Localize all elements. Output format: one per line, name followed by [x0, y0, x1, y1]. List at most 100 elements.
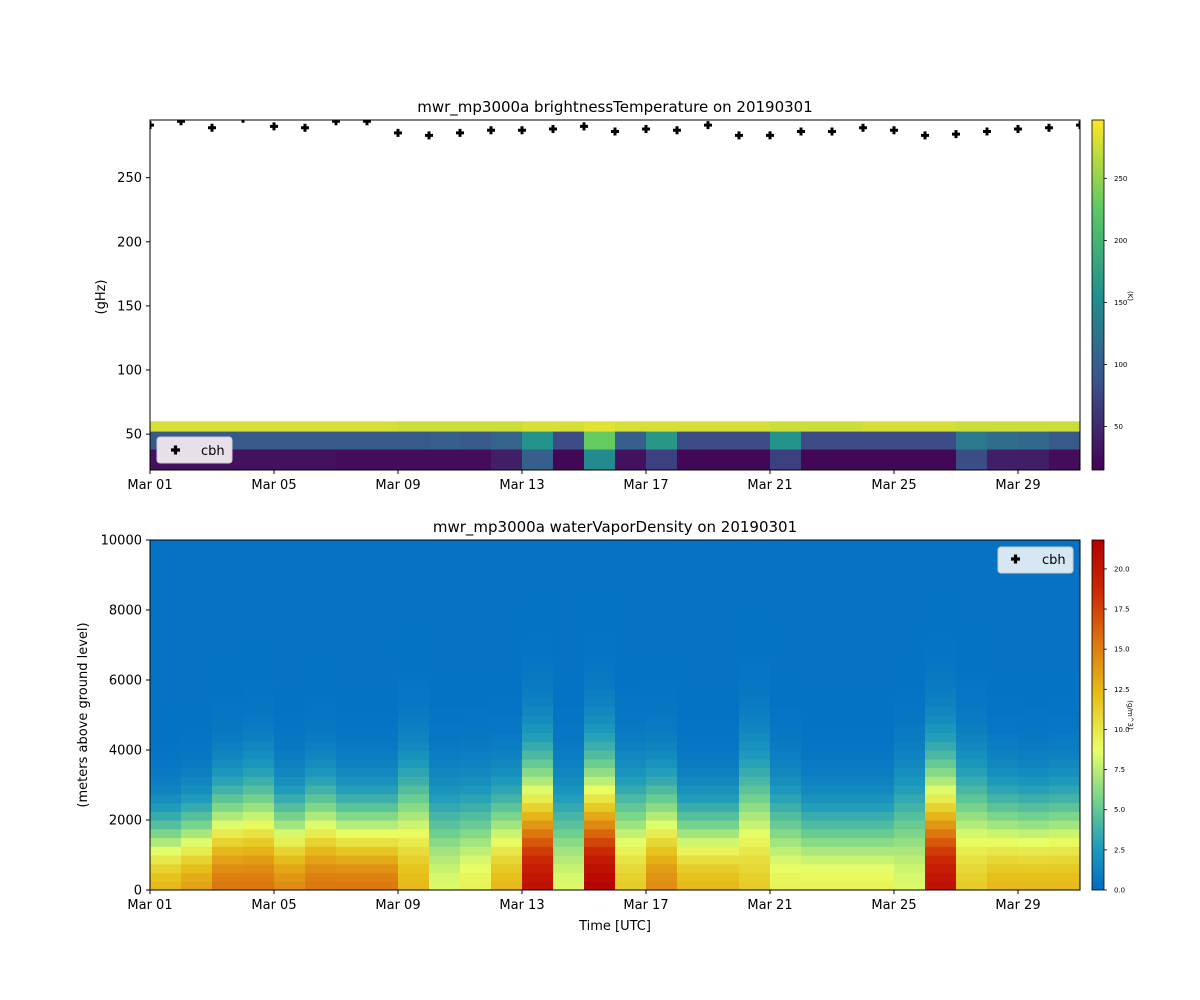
wv-cell-day24-level27 [863, 645, 895, 655]
wv-cell-day14-level32 [553, 601, 585, 611]
wv-cell-day7-level21 [336, 697, 368, 707]
tb-cell-band1-day22 [801, 431, 833, 450]
wv-cell-day9-level25 [398, 662, 430, 672]
wv-cell-day17-level34 [646, 583, 678, 594]
wv-cell-day6-level8 [305, 811, 337, 821]
wv-cell-day11-level32 [460, 601, 492, 611]
wv-cell-day5-level30 [274, 618, 306, 629]
wv-cell-day18-level30 [677, 618, 709, 629]
tb-cell-band2-day11 [460, 421, 492, 432]
wv-cell-day28-level9 [987, 802, 1019, 812]
top-x-ticks: Mar 01 Mar 05 Mar 09 Mar 13 Mar 17 Mar 21 Mar … [127, 470, 1041, 493]
wv-cell-day8-level18 [367, 723, 399, 734]
wv-cell-day3-level7 [212, 820, 244, 830]
wv-cell-day15-level20 [584, 706, 616, 716]
tb-cell-band1-day13 [522, 431, 554, 450]
wv-cell-day14-level6 [553, 828, 585, 839]
wv-cell-day21-level19 [770, 715, 802, 725]
wv-cell-day19-level13 [708, 767, 740, 777]
wv-cell-day30-level8 [1049, 811, 1080, 821]
wv-cell-day20-level4 [739, 846, 771, 856]
wv-cell-day6-level0 [305, 881, 337, 890]
wv-cell-day30-level12 [1049, 776, 1080, 786]
wv-cell-day5-level26 [274, 653, 306, 664]
wv-cell-day11-level26 [460, 653, 492, 664]
wv-cell-day27-level8 [956, 811, 988, 821]
cbh-point-10 [425, 131, 433, 140]
wv-cell-day13-level18 [522, 723, 554, 734]
wv-cell-day15-level8 [584, 811, 616, 821]
wv-cell-day12-level38 [491, 548, 523, 559]
wv-cell-day15-level35 [584, 575, 616, 585]
tb-cell-band1-day26 [925, 431, 957, 450]
tb-cell-band1-day12 [491, 431, 523, 450]
wv-cell-day6-level29 [305, 627, 337, 637]
wv-cell-day10-level0 [429, 881, 461, 890]
wv-cell-day30-level7 [1049, 820, 1080, 830]
wv-cell-day16-level8 [615, 811, 647, 821]
wv-cell-day4-level39 [243, 540, 275, 550]
wv-cell-day9-level2 [398, 863, 430, 874]
wv-cell-day16-level28 [615, 636, 647, 646]
wv-cell-day14-level8 [553, 811, 585, 821]
cbh-point-27 [952, 130, 960, 139]
wv-cell-day19-level33 [708, 592, 740, 602]
wv-cell-day2-level0 [181, 881, 213, 890]
wv-cell-day1-level16 [150, 741, 182, 751]
tb-cell-band0-day7 [336, 449, 368, 470]
wv-cell-day29-level30 [1018, 618, 1050, 629]
wv-cell-day16-level33 [615, 592, 647, 602]
wv-cell-day24-level31 [863, 610, 895, 620]
wv-cell-day19-level0 [708, 881, 740, 890]
wv-cell-day18-level34 [677, 583, 709, 594]
wv-cell-day22-level38 [801, 548, 833, 559]
wv-cell-day27-level38 [956, 548, 988, 559]
wv-cell-day3-level13 [212, 767, 244, 777]
wv-cell-day3-level33 [212, 592, 244, 602]
wv-cell-day23-level5 [832, 837, 864, 847]
wv-cell-day9-level0 [398, 881, 430, 890]
wv-cell-day3-level4 [212, 846, 244, 856]
wv-cell-day2-level4 [181, 846, 213, 856]
wv-cell-day2-level2 [181, 863, 213, 874]
wv-cell-day12-level26 [491, 653, 523, 664]
wv-cell-day4-level3 [243, 855, 275, 865]
wv-cell-day9-level9 [398, 802, 430, 812]
wv-cell-day25-level38 [894, 548, 926, 559]
wv-cell-day14-level9 [553, 802, 585, 812]
wv-cell-day24-level37 [863, 557, 895, 567]
wv-cell-day24-level17 [863, 732, 895, 742]
wv-cell-day16-level17 [615, 732, 647, 742]
wv-cell-day1-level3 [150, 855, 182, 865]
wv-cell-day7-level12 [336, 776, 368, 786]
wv-cell-day13-level20 [522, 706, 554, 716]
wv-cell-day25-level13 [894, 767, 926, 777]
top-y-axis-label: (gHz) [94, 280, 109, 315]
wv-cell-day25-level9 [894, 802, 926, 812]
tb-cell-band1-day20 [739, 431, 771, 450]
wv-cell-day20-level9 [739, 802, 771, 812]
wv-cell-day1-level32 [150, 601, 182, 611]
wv-cell-day29-level29 [1018, 627, 1050, 637]
top-ytick-label-2: 150 [117, 299, 142, 314]
wv-cell-day4-level17 [243, 732, 275, 742]
wv-cell-day8-level3 [367, 855, 399, 865]
wv-cell-day25-level34 [894, 583, 926, 594]
tb-cell-band0-day23 [832, 449, 864, 470]
tb-cell-band2-day29 [1018, 421, 1050, 432]
wv-cell-day17-level3 [646, 855, 678, 865]
wv-cell-day20-level33 [739, 592, 771, 602]
wv-cell-day19-level22 [708, 688, 740, 699]
wv-cell-day13-level35 [522, 575, 554, 585]
wv-cell-day15-level3 [584, 855, 616, 865]
wv-cell-day26-level5 [925, 837, 957, 847]
wv-cell-day20-level32 [739, 601, 771, 611]
wv-cell-day23-level19 [832, 715, 864, 725]
wv-cell-day20-level24 [739, 671, 771, 681]
wv-cell-day1-level24 [150, 671, 182, 681]
wv-cell-day30-level20 [1049, 706, 1080, 716]
wv-cell-day8-level2 [367, 863, 399, 874]
wv-cell-day24-level33 [863, 592, 895, 602]
wv-cell-day27-level6 [956, 828, 988, 839]
wv-cell-day12-level6 [491, 828, 523, 839]
